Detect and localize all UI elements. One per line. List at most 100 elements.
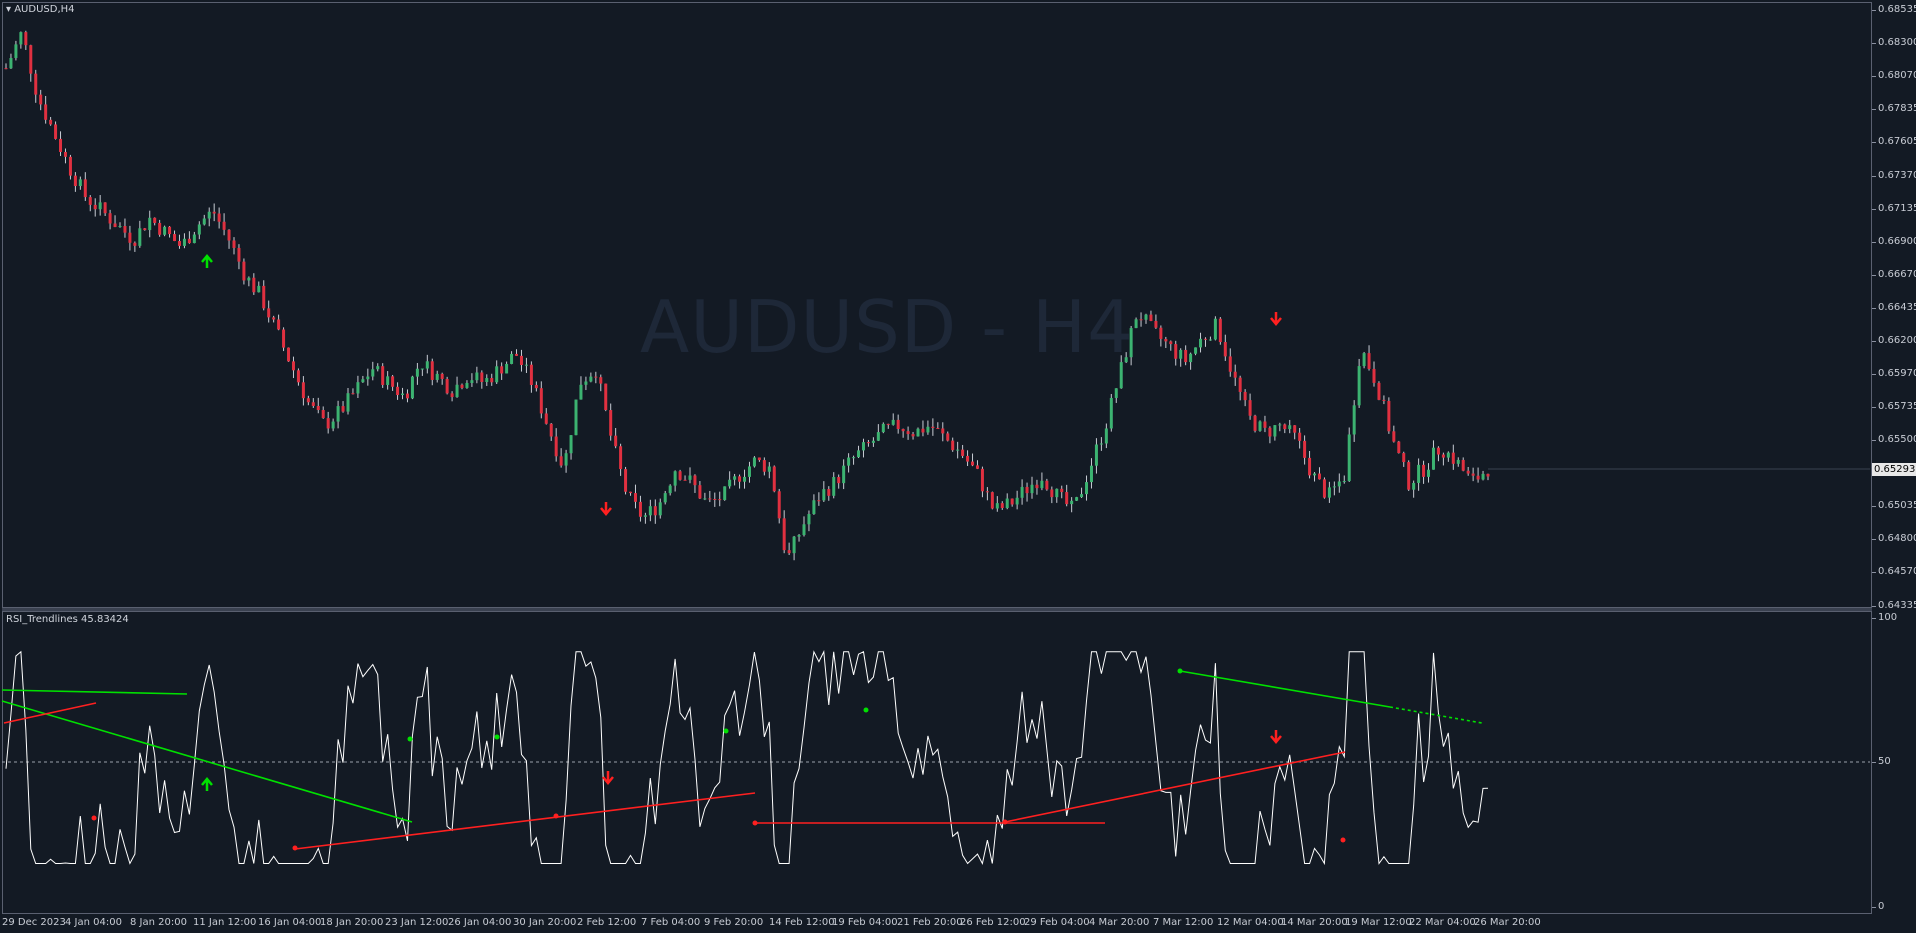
candle-body (688, 475, 692, 480)
rsi-trendline[interactable] (1179, 670, 1391, 708)
candle-body (797, 535, 801, 537)
rsi-trendline[interactable] (1389, 706, 1483, 724)
candle-body (832, 477, 836, 496)
candle-body (1431, 447, 1435, 470)
candle-body (911, 434, 915, 437)
candle-body (1456, 459, 1460, 464)
time-axis-label: 8 Jan 20:00 (130, 917, 187, 928)
candle-body (1035, 484, 1039, 489)
candle-body (1164, 338, 1168, 342)
candle-body (341, 406, 345, 412)
candle-body (505, 363, 509, 374)
candle-body (391, 376, 395, 387)
price-axis-label: 0.68535 (1871, 4, 1916, 15)
candle-body (63, 151, 67, 157)
rsi-axis[interactable]: 100 50 0 (1871, 610, 1916, 914)
candle-body (1228, 356, 1232, 372)
candle-body (1085, 482, 1089, 495)
candle-body (346, 393, 350, 412)
candle-body (1268, 427, 1272, 437)
candle-body (896, 419, 900, 429)
candle-body (440, 373, 444, 379)
candle-body (510, 353, 514, 364)
pivot-dot (553, 813, 559, 819)
candle-body (1466, 470, 1470, 474)
pivot-dot (1340, 837, 1346, 843)
candle-body (277, 319, 281, 330)
candle-body (767, 466, 771, 472)
price-axis-label: 0.64335 (1871, 600, 1916, 611)
candle-body (604, 383, 608, 411)
rsi-level-100: 100 (1871, 612, 1898, 623)
candle-body (1144, 314, 1148, 320)
candle-body (1149, 314, 1153, 321)
time-axis-label: 14 Mar 20:00 (1281, 917, 1348, 928)
rsi-trendline[interactable] (3, 702, 97, 724)
symbol-label[interactable]: ▾ AUDUSD,H4 (6, 4, 75, 15)
candle-body (98, 202, 102, 210)
candle-body (1382, 399, 1386, 401)
candle-body (262, 285, 266, 309)
price-chart-pane[interactable] (2, 2, 1872, 608)
candle-body (678, 471, 682, 480)
candle-body (410, 376, 414, 399)
candle-body (1283, 424, 1287, 430)
candle-body (1213, 318, 1217, 340)
candle-body (336, 406, 340, 422)
rsi-trendline[interactable] (294, 792, 756, 850)
time-axis-label: 29 Feb 04:00 (1024, 917, 1090, 928)
candle-body (614, 435, 618, 447)
time-axis[interactable]: 29 Dec 2023 4 Jan 04:00 8 Jan 20:00 11 Jan … (0, 914, 1872, 933)
candle-body (951, 440, 955, 451)
candle-body (93, 204, 97, 210)
collapse-triangle-icon[interactable]: ▾ (6, 4, 12, 15)
candle-body (713, 499, 717, 501)
candle-body (1243, 391, 1247, 401)
candle-body (19, 32, 23, 45)
candle-body (1065, 492, 1069, 505)
candle-body (886, 423, 890, 425)
candle-body (1273, 425, 1277, 437)
candle-body (445, 378, 449, 394)
candle-body (405, 393, 409, 399)
candle-body (202, 218, 206, 225)
price-axis-label: 0.68070 (1871, 70, 1916, 81)
candle-body (356, 382, 360, 394)
candle-body (430, 361, 434, 380)
candle-body (217, 213, 221, 222)
indicator-label: RSI_Trendlines 45.83424 (6, 614, 129, 625)
candle-body (4, 68, 8, 70)
candle-body (663, 493, 667, 503)
candle-body (1397, 441, 1401, 454)
candle-body (733, 476, 737, 480)
candle-body (351, 393, 355, 395)
candle-body (1070, 500, 1074, 505)
candle-body (574, 399, 578, 436)
candle-body (1055, 488, 1059, 498)
rsi-trendline[interactable] (1004, 751, 1346, 823)
candle-body (1412, 482, 1416, 490)
candle-body (594, 376, 598, 378)
candle-body (192, 234, 196, 244)
candle-body (1089, 465, 1093, 483)
candle-body (1317, 473, 1321, 480)
pane-separator[interactable] (2, 608, 1872, 611)
candle-body (1010, 498, 1014, 505)
candle-body (158, 222, 162, 235)
candle-body (961, 449, 965, 456)
time-axis-label: 2 Feb 12:00 (577, 917, 637, 928)
candle-body (88, 197, 92, 205)
candle-body (267, 308, 271, 318)
candle-body (1392, 431, 1396, 442)
candle-body (718, 499, 722, 501)
time-axis-label: 4 Mar 20:00 (1089, 917, 1150, 928)
candle-body (842, 465, 846, 484)
candle-body (480, 372, 484, 383)
candle-body (777, 491, 781, 519)
rsi-trendline[interactable] (1, 700, 413, 823)
rsi-trendline[interactable] (1, 689, 188, 695)
candle-body (1327, 487, 1331, 498)
candle-body (975, 465, 979, 469)
price-axis[interactable]: 0.68535 0.68300 0.68070 0.67835 0.67605 0.673… (1871, 0, 1916, 611)
candle-body (827, 489, 831, 496)
